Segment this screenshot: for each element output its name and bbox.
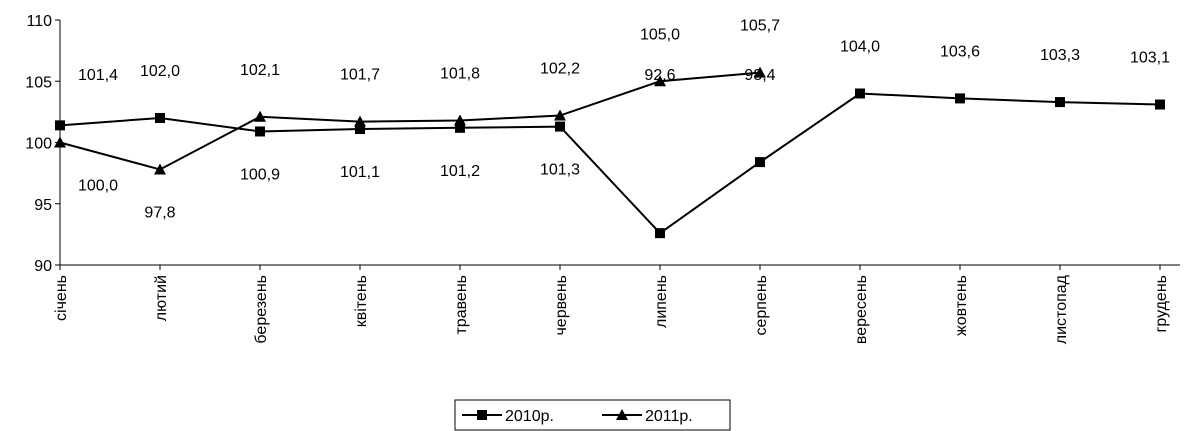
point bbox=[755, 157, 765, 168]
data-label: 100,9 bbox=[240, 166, 280, 183]
x-tick-label: березень bbox=[253, 275, 270, 344]
point bbox=[54, 136, 66, 148]
series-line bbox=[59, 92, 1161, 235]
legend-label: 2010р. bbox=[505, 408, 554, 425]
series-line bbox=[59, 71, 761, 171]
point bbox=[554, 109, 566, 121]
data-label: 101,8 bbox=[440, 65, 480, 82]
data-label: 101,2 bbox=[440, 163, 480, 180]
x-tick-label: квітень bbox=[353, 275, 370, 327]
x-tick-label: грудень bbox=[1153, 275, 1170, 332]
point bbox=[1055, 97, 1065, 108]
data-label: 101,1 bbox=[340, 164, 380, 181]
point bbox=[154, 163, 166, 175]
point bbox=[55, 120, 65, 131]
x-tick-label: вересень bbox=[853, 275, 870, 344]
data-label: 100,0 bbox=[78, 178, 118, 195]
data-label: 102,0 bbox=[140, 63, 180, 80]
point bbox=[454, 114, 466, 126]
point bbox=[255, 126, 265, 137]
data-label: 101,4 bbox=[78, 67, 118, 84]
data-label: 103,3 bbox=[1040, 47, 1080, 64]
point bbox=[855, 88, 865, 99]
x-tick-label: листопад bbox=[1053, 274, 1070, 344]
data-label: 102,2 bbox=[540, 61, 580, 78]
y-tick-label: 90 bbox=[34, 258, 52, 275]
legend-label: 2011р. bbox=[645, 408, 693, 425]
point bbox=[254, 110, 266, 122]
point bbox=[355, 124, 365, 135]
x-tick-label: липень bbox=[653, 275, 670, 328]
data-label: 97,8 bbox=[144, 204, 175, 221]
point bbox=[955, 93, 965, 104]
point bbox=[654, 75, 666, 87]
data-label: 102,1 bbox=[240, 62, 280, 79]
point bbox=[616, 409, 628, 420]
y-tick-label: 110 bbox=[26, 13, 52, 30]
data-label: 103,1 bbox=[1130, 50, 1170, 67]
point bbox=[155, 113, 165, 123]
point bbox=[555, 121, 565, 132]
x-tick-label: червень bbox=[553, 275, 570, 336]
point bbox=[655, 228, 665, 239]
data-label: 101,3 bbox=[540, 162, 580, 179]
point bbox=[455, 122, 465, 133]
y-tick-label: 105 bbox=[25, 74, 52, 91]
data-label: 105,7 bbox=[740, 18, 780, 35]
data-label: 101,7 bbox=[340, 67, 380, 84]
point bbox=[1155, 99, 1165, 110]
y-tick-label: 100 bbox=[25, 136, 52, 153]
point bbox=[754, 66, 766, 78]
x-tick-label: січень bbox=[53, 275, 70, 321]
x-tick-label: жовтень bbox=[953, 275, 970, 336]
data-label: 103,6 bbox=[940, 43, 980, 60]
x-tick-label: травень bbox=[453, 275, 470, 335]
x-tick-label: лютий bbox=[153, 275, 170, 321]
point bbox=[477, 410, 487, 420]
point bbox=[354, 115, 366, 127]
y-tick-label: 95 bbox=[34, 197, 52, 214]
data-label: 104,0 bbox=[840, 39, 880, 56]
data-label: 105,0 bbox=[640, 26, 680, 43]
x-tick-label: серпень bbox=[753, 275, 770, 336]
